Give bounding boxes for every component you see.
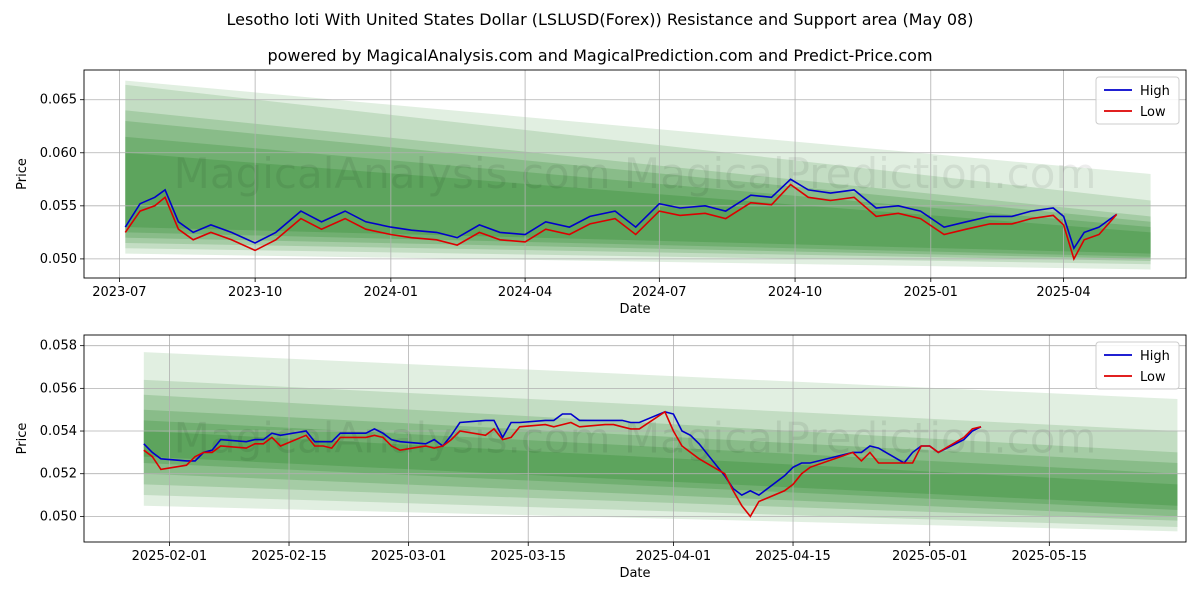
band-area bbox=[143, 420, 1178, 510]
x-tick-label: 2025-05-15 bbox=[1012, 549, 1088, 564]
chart-title: Lesotho loti With United States Dollar (… bbox=[226, 10, 974, 29]
panel-1: 2023-07 2023-10 2024-01 2024-04 2024-07 2024-… bbox=[15, 69, 1187, 317]
y-tick-label: 0.058 bbox=[40, 339, 77, 354]
band-area bbox=[143, 379, 1178, 528]
band-area bbox=[125, 80, 1151, 270]
x-tick-label: 2025-01 bbox=[904, 285, 958, 300]
support-resistance-bands bbox=[125, 80, 1151, 270]
x-tick-label: 2025-04 bbox=[1036, 285, 1090, 300]
x-tick-label: 2023-10 bbox=[228, 285, 282, 300]
y-axis-label: Price bbox=[15, 423, 30, 455]
legend-label-high: High bbox=[1140, 84, 1170, 99]
band-area bbox=[125, 110, 1151, 262]
x-tick-label: 2025-04-01 bbox=[636, 549, 712, 564]
panel-2: 2025-02-01 2025-02-15 2025-03-01 2025-03-15… bbox=[15, 334, 1187, 581]
y-tick-label: 0.050 bbox=[40, 252, 77, 267]
legend-box bbox=[1095, 341, 1180, 390]
x-tick-label: 2025-02-01 bbox=[132, 549, 208, 564]
x-tick-label: 2024-04 bbox=[498, 285, 552, 300]
band-area bbox=[143, 394, 1178, 521]
legend: High Low bbox=[1095, 76, 1180, 125]
x-tick-label: 2025-03-01 bbox=[371, 549, 447, 564]
legend-label-low: Low bbox=[1140, 105, 1166, 120]
series-lines bbox=[124, 178, 1118, 261]
legend: High Low bbox=[1095, 341, 1180, 390]
band-area bbox=[125, 152, 1151, 254]
series-line-high bbox=[143, 410, 982, 497]
x-axis-label: Date bbox=[619, 302, 650, 317]
band-area bbox=[125, 84, 1151, 265]
y-tick-label: 0.054 bbox=[40, 424, 77, 439]
x-tick-label: 2025-03-15 bbox=[490, 549, 566, 564]
x-tick-label: 2024-01 bbox=[364, 285, 418, 300]
series-line-low bbox=[124, 183, 1118, 261]
y-tick-label: 0.050 bbox=[40, 509, 77, 524]
y-tick-label: 0.056 bbox=[40, 381, 77, 396]
legend-label-low: Low bbox=[1140, 370, 1166, 385]
y-tick-label: 0.052 bbox=[40, 467, 77, 482]
watermark: MagicalAnalysis.com MagicalPrediction.co… bbox=[174, 414, 1097, 463]
legend-label-high: High bbox=[1140, 349, 1170, 364]
x-tick-label: 2024-07 bbox=[632, 285, 686, 300]
y-tick-label: 0.055 bbox=[40, 199, 77, 214]
x-axis-label: Date bbox=[619, 566, 650, 581]
y-tick-label: 0.060 bbox=[40, 146, 77, 161]
band-area bbox=[143, 352, 1178, 532]
x-tick-label: 2025-04-15 bbox=[755, 549, 831, 564]
x-tick-label: 2024-10 bbox=[768, 285, 822, 300]
band-area bbox=[143, 409, 1178, 517]
legend-box bbox=[1095, 76, 1180, 125]
watermark: MagicalAnalysis.com MagicalPrediction.co… bbox=[174, 149, 1097, 198]
series-line-high bbox=[124, 178, 1118, 251]
plot-frame bbox=[83, 334, 1187, 543]
series-line-low bbox=[143, 410, 982, 518]
x-tick-label: 2025-05-01 bbox=[892, 549, 968, 564]
x-tick-label: 2025-02-15 bbox=[251, 549, 327, 564]
y-axis-label: Price bbox=[15, 158, 30, 190]
x-tick-label: 2023-07 bbox=[92, 285, 146, 300]
y-tick-label: 0.065 bbox=[40, 93, 77, 108]
chart-subtitle: powered by MagicalAnalysis.com and Magic… bbox=[267, 46, 933, 65]
plot-frame bbox=[83, 69, 1187, 279]
series-lines bbox=[143, 410, 982, 518]
band-area bbox=[125, 136, 1151, 257]
